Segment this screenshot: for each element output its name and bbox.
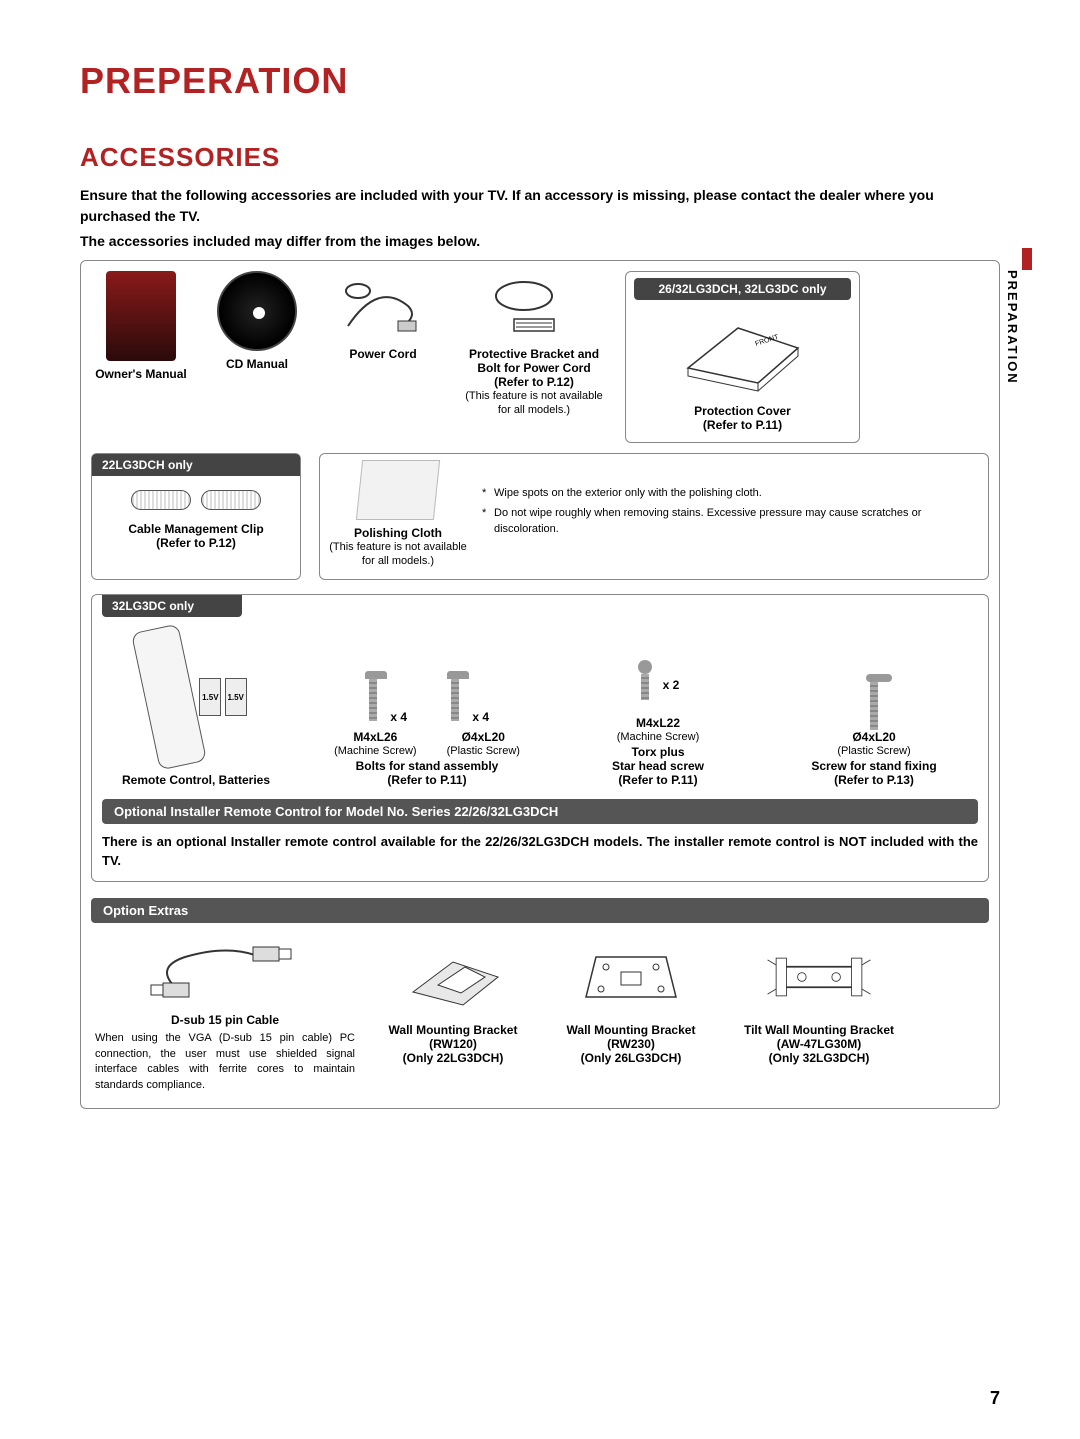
bracket-icon: [484, 271, 584, 341]
screw4-ref: (Refer to P.13): [789, 773, 959, 787]
wall-bracket-1: Wall Mounting Bracket (RW120) (Only 22LG…: [373, 937, 533, 1065]
stand-fixing-item: Ø4xL20 (Plastic Screw) Screw for stand f…: [789, 674, 959, 786]
cover-tag: 26/32LG3DCH, 32LG3DC only: [634, 278, 851, 300]
cd-icon: [217, 271, 297, 351]
remote-label: Remote Control, Batteries: [121, 773, 271, 787]
wall-bracket-3: Tilt Wall Mounting Bracket (AW-47LG30M) …: [729, 937, 909, 1065]
screw1-qty: x 4: [390, 710, 407, 724]
screw4-title: Screw for stand fixing: [789, 759, 959, 773]
dsub-item: D-sub 15 pin Cable When using the VGA (D…: [95, 937, 355, 1095]
screw2-type: (Plastic Screw): [447, 744, 520, 758]
wall2-only: (Only 26LG3DCH): [551, 1051, 711, 1065]
remote-icon: [131, 623, 207, 770]
manual-icon: [106, 271, 176, 361]
screw1-type: (Machine Screw): [334, 744, 417, 758]
wall1-title: Wall Mounting Bracket: [373, 1023, 533, 1037]
screw3-qty: x 2: [663, 678, 680, 692]
cloth-label: Polishing Cloth: [328, 526, 468, 540]
wall2-model: (RW230): [551, 1037, 711, 1051]
cd-manual-item: CD Manual: [207, 271, 307, 371]
battery-icon: 1.5V: [199, 678, 221, 716]
bracket-label: Protective Bracket and Bolt for Power Co…: [459, 347, 609, 375]
section-title: ACCESSORIES: [80, 142, 1000, 173]
screw3-ref: (Refer to P.11): [583, 773, 733, 787]
cloth-note: (This feature is not available for all m…: [328, 540, 468, 569]
protection-cover-box: 26/32LG3DCH, 32LG3DC only FRONT Protecti…: [625, 271, 860, 443]
lg3dc-tag: 32LG3DC only: [102, 595, 242, 617]
page-title: PREPERATION: [80, 60, 1000, 102]
screw-icon: [866, 674, 882, 724]
wall1-model: (RW120): [373, 1037, 533, 1051]
screw-icon: [365, 671, 381, 721]
extras-tag: Option Extras: [91, 898, 989, 923]
protection-cover-icon: FRONT: [668, 308, 818, 398]
wall1-only: (Only 22LG3DCH): [373, 1051, 533, 1065]
bolts-title: Bolts for stand assembly: [327, 759, 527, 773]
dsub-text: When using the VGA (D-sub 15 pin cable) …: [95, 1031, 355, 1095]
installer-text: There is an optional Installer remote co…: [102, 832, 978, 871]
clip-label: Cable Management Clip: [92, 522, 300, 536]
screw2-qty: x 4: [472, 710, 489, 724]
side-tab-label: PREPARATION: [1005, 270, 1020, 385]
dsub-cable-icon: [145, 937, 305, 1007]
installer-tag: Optional Installer Remote Control for Mo…: [102, 799, 978, 824]
screw3-spec: M4xL22: [583, 716, 733, 730]
owners-manual-item: Owner's Manual: [91, 271, 191, 381]
wall3-model: (AW-47LG30M): [729, 1037, 909, 1051]
bracket-note: (This feature is not available for all m…: [459, 389, 609, 418]
screw4-spec: Ø4xL20: [789, 730, 959, 744]
polishing-cloth-box: Polishing Cloth (This feature is not ava…: [319, 453, 989, 580]
screw4-type: (Plastic Screw): [789, 744, 959, 758]
torx-screw-item: x 2 M4xL22 (Machine Screw) Torx plus Sta…: [583, 660, 733, 786]
screw1-spec: M4xL26: [334, 730, 417, 744]
clip-icon: [201, 490, 261, 510]
bracket-ref: (Refer to P.12): [459, 375, 609, 389]
lg3dc-box: 32LG3DC only 1.5V 1.5V Remote Control, B…: [91, 594, 989, 882]
wall-bracket-icon: [571, 937, 691, 1017]
tilt-bracket-icon: [759, 937, 879, 1017]
clip-ref: (Refer to P.12): [92, 536, 300, 550]
side-accent-bar: [1022, 248, 1032, 270]
screw-icon: [447, 671, 463, 721]
power-cord-label: Power Cord: [323, 347, 443, 361]
screw3-extra1: Torx plus: [583, 745, 733, 759]
cloth-tip: Wipe spots on the exterior only with the…: [482, 486, 980, 502]
accessories-box: Owner's Manual CD Manual Power Cord: [80, 260, 1000, 1109]
wall2-title: Wall Mounting Bracket: [551, 1023, 711, 1037]
owners-manual-label: Owner's Manual: [91, 367, 191, 381]
page-number: 7: [990, 1388, 1000, 1409]
protective-bracket-item: Protective Bracket and Bolt for Power Co…: [459, 271, 609, 418]
bolts-ref: (Refer to P.11): [327, 773, 527, 787]
wall3-only: (Only 32LG3DCH): [729, 1051, 909, 1065]
remote-item: 1.5V 1.5V Remote Control, Batteries: [121, 627, 271, 787]
cloth-tip: Do not wipe roughly when removing stains…: [482, 506, 980, 538]
clip-tag: 22LG3DCH only: [92, 454, 300, 476]
power-cord-item: Power Cord: [323, 271, 443, 361]
screw3-extra2: Star head screw: [583, 759, 733, 773]
stand-bolts-item: x 4 x 4 M4xL26 (Machine Screw) Ø4xL20 (P…: [327, 671, 527, 786]
intro-line-1: Ensure that the following accessories ar…: [80, 185, 1000, 227]
cover-label: Protection Cover: [634, 404, 851, 418]
cable-clip-box: 22LG3DCH only Cable Management Clip (Ref…: [91, 453, 301, 580]
screw3-type: (Machine Screw): [583, 730, 733, 744]
clip-icon: [131, 490, 191, 510]
cloth-tips: Wipe spots on the exterior only with the…: [482, 486, 980, 542]
screw2-spec: Ø4xL20: [447, 730, 520, 744]
cloth-icon: [356, 460, 440, 520]
dsub-title: D-sub 15 pin Cable: [95, 1013, 355, 1027]
cd-manual-label: CD Manual: [207, 357, 307, 371]
svg-text:FRONT: FRONT: [754, 334, 780, 348]
intro-line-2: The accessories included may differ from…: [80, 231, 1000, 252]
wall-bracket-icon: [393, 937, 513, 1017]
cover-ref: (Refer to P.11): [634, 418, 851, 432]
power-cord-icon: [338, 271, 428, 341]
screw-icon: [637, 660, 653, 710]
battery-icon: 1.5V: [225, 678, 247, 716]
wall-bracket-2: Wall Mounting Bracket (RW230) (Only 26LG…: [551, 937, 711, 1065]
wall3-title: Tilt Wall Mounting Bracket: [729, 1023, 909, 1037]
